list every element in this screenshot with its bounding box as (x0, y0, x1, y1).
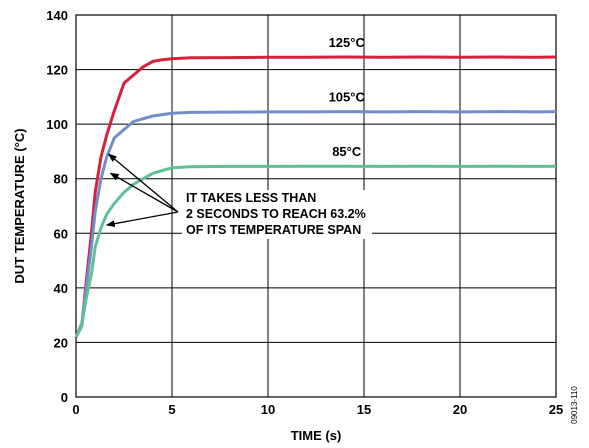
series-line-1 (74, 110, 557, 338)
x-tick-label: 15 (357, 402, 371, 417)
series-line-0 (74, 55, 557, 338)
series-label-105c: 105°C (329, 90, 366, 105)
annotation-background (182, 190, 372, 239)
x-tick-label: 10 (261, 402, 275, 417)
y-tick-label: 60 (54, 226, 68, 241)
annotation-line-1: IT TAKES LESS THAN (186, 191, 316, 205)
y-tick-label: 100 (46, 117, 68, 132)
y-tick-label: 0 (61, 390, 68, 405)
y-tick-label: 140 (46, 8, 68, 23)
y-axis-title: DUT TEMPERATURE (°C) (12, 128, 27, 283)
x-tick-label: 20 (453, 402, 467, 417)
annotation-arrow (107, 153, 179, 213)
annotation-arrows (105, 153, 179, 228)
data-series (74, 55, 557, 338)
figure-id: 09013-110 (570, 386, 579, 424)
gridlines (76, 15, 556, 397)
tick-labels: 0 5 10 15 20 25 0 20 40 60 80 100 120 140 (46, 8, 563, 417)
series-label-85c: 85°C (332, 144, 362, 159)
plot-area-border (75, 14, 557, 398)
series-label-125c: 125°C (329, 35, 366, 50)
annotation-line-3: OF ITS TEMPERATURE SPAN (186, 223, 361, 237)
series-line-2 (74, 164, 557, 338)
annotation-line-2: 2 SECONDS TO REACH 63.2% (186, 207, 366, 221)
y-tick-label: 80 (54, 172, 68, 187)
annotation-arrow (109, 172, 179, 213)
x-tick-label: 25 (549, 402, 563, 417)
x-axis-title: TIME (s) (291, 428, 342, 443)
y-tick-label: 20 (54, 335, 68, 350)
annotation-arrow (105, 211, 179, 228)
x-tick-label: 0 (72, 402, 79, 417)
y-tick-label: 40 (54, 281, 68, 296)
y-tick-label: 120 (46, 63, 68, 78)
annotation: IT TAKES LESS THAN 2 SECONDS TO REACH 63… (105, 153, 372, 239)
x-tick-label: 5 (168, 402, 175, 417)
